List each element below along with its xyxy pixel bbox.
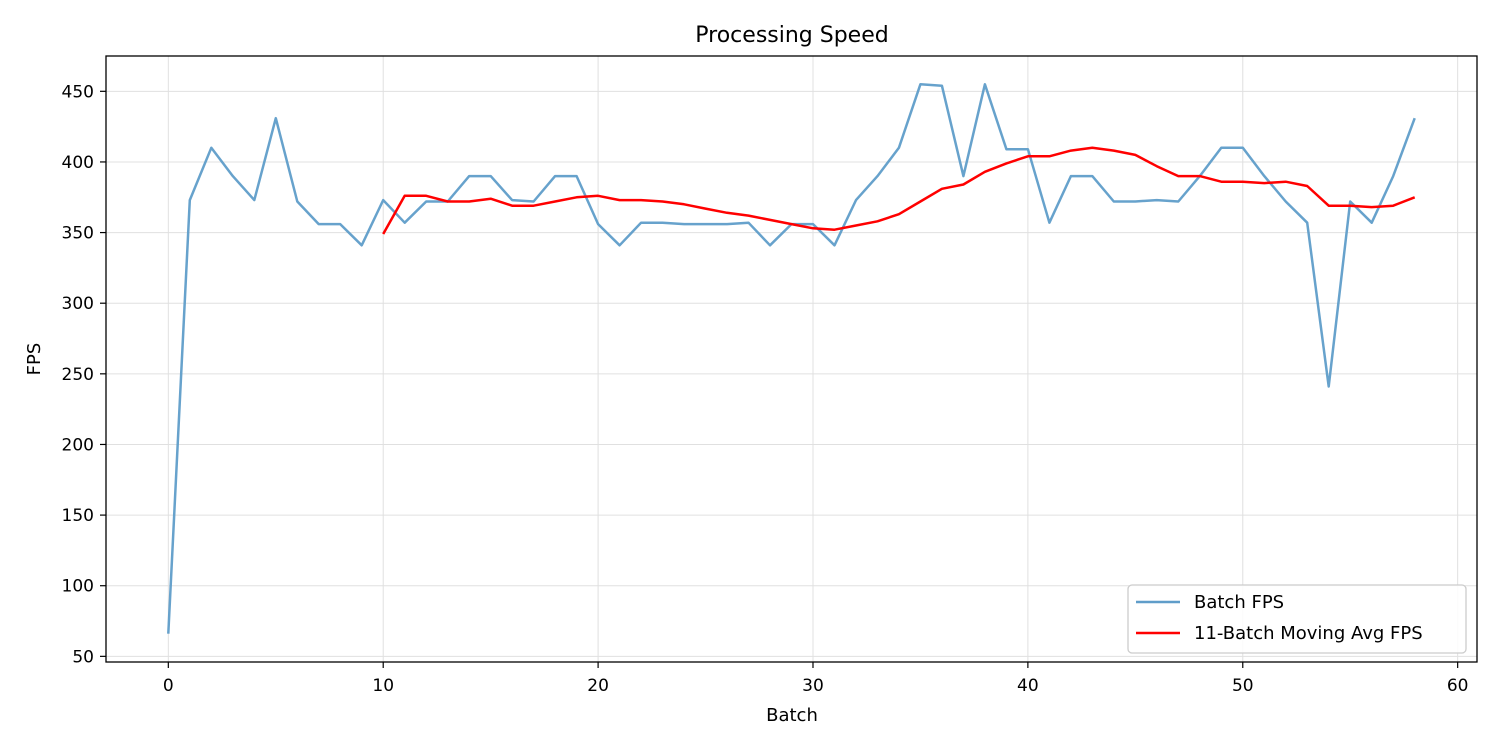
grid (106, 56, 1477, 662)
ticks: 0 10 20 30 40 50 60 50 100 150 200 250 300 350 400 450 (62, 82, 1469, 696)
legend: Batch FPS 11-Batch Moving Avg FPS (1127, 584, 1467, 654)
plot-frame (105, 55, 1478, 663)
x-axis-label: Batch (766, 705, 818, 726)
x-tick-label: 10 (372, 676, 394, 696)
series-line-moving-avg (382, 146, 1416, 235)
y-tick-label: 450 (62, 82, 94, 102)
x-tick-label: 30 (802, 676, 824, 696)
x-tick-label: 0 (163, 676, 174, 696)
x-tick-label: 40 (1017, 676, 1039, 696)
y-axis-label: FPS (24, 343, 45, 376)
y-tick-label: 350 (62, 224, 94, 244)
series-group (167, 83, 1416, 634)
y-tick-label: 400 (62, 153, 94, 173)
y-tick-label: 50 (72, 647, 94, 667)
legend-label-moving-avg: 11-Batch Moving Avg FPS (1194, 623, 1423, 644)
x-tick-label: 50 (1232, 676, 1254, 696)
legend-label-batch-fps: Batch FPS (1194, 592, 1284, 613)
y-tick-label: 300 (62, 294, 94, 314)
y-tick-label: 150 (62, 506, 94, 526)
series-line-batch-fps (167, 83, 1416, 634)
legend-box (1127, 584, 1467, 654)
y-tick-label: 100 (62, 577, 94, 597)
x-tick-label: 60 (1447, 676, 1469, 696)
chart-title: Processing Speed (695, 23, 888, 48)
x-tick-label: 20 (587, 676, 609, 696)
y-tick-label: 250 (62, 365, 94, 385)
y-tick-label: 200 (62, 435, 94, 455)
